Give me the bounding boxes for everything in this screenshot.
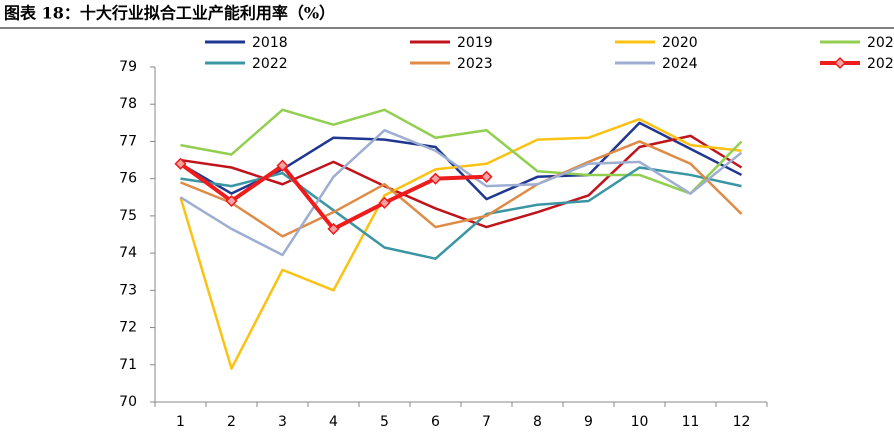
point-marker	[378, 196, 391, 209]
y-tick-label: 76	[119, 171, 137, 187]
x-tick-label: 9	[584, 414, 593, 430]
series-line	[179, 129, 743, 257]
chart-title: 图表 18：十大行业拟合工业产能利用率（%）	[4, 4, 335, 23]
y-tick-label: 71	[119, 357, 137, 373]
y-tick-label: 74	[119, 245, 137, 261]
x-tick-label: 11	[682, 414, 700, 430]
point-marker	[480, 170, 493, 183]
point-marker	[429, 172, 442, 185]
legend-label: 2021	[867, 35, 894, 51]
x-tick-label: 10	[631, 414, 649, 430]
y-tick-label: 70	[119, 394, 137, 410]
x-tick-label: 1	[176, 414, 185, 430]
x-tick-label: 4	[329, 414, 338, 430]
y-tick-label: 79	[119, 59, 137, 75]
series-line	[179, 117, 742, 370]
x-tick-label: 6	[431, 414, 440, 430]
legend-label: 2018	[252, 35, 288, 51]
x-tick-label: 7	[482, 414, 491, 430]
legend-label: 2020	[662, 35, 698, 51]
series-line	[179, 162, 487, 231]
series-line	[180, 108, 743, 195]
legend-label: 2025	[867, 56, 894, 72]
point-marker	[225, 194, 238, 208]
legend-marker	[833, 56, 847, 70]
x-tick-label: 8	[533, 414, 542, 430]
y-tick-label: 72	[119, 320, 137, 336]
y-tick-label: 77	[119, 133, 137, 149]
point-marker	[327, 222, 340, 235]
series-line	[180, 166, 742, 260]
legend-label: 2022	[252, 56, 288, 72]
point-marker	[174, 157, 187, 170]
legend-label: 2019	[457, 35, 493, 51]
y-tick-label: 78	[119, 96, 137, 112]
x-tick-label: 3	[278, 414, 287, 430]
point-marker	[276, 159, 289, 172]
x-tick-label: 12	[733, 414, 751, 430]
x-tick-label: 5	[380, 414, 389, 430]
legend-label: 2023	[457, 56, 493, 72]
legend-label: 2024	[662, 56, 698, 72]
series-line	[180, 140, 743, 238]
x-tick-label: 2	[227, 414, 236, 430]
y-tick-label: 73	[119, 282, 137, 298]
y-tick-label: 75	[119, 208, 137, 224]
